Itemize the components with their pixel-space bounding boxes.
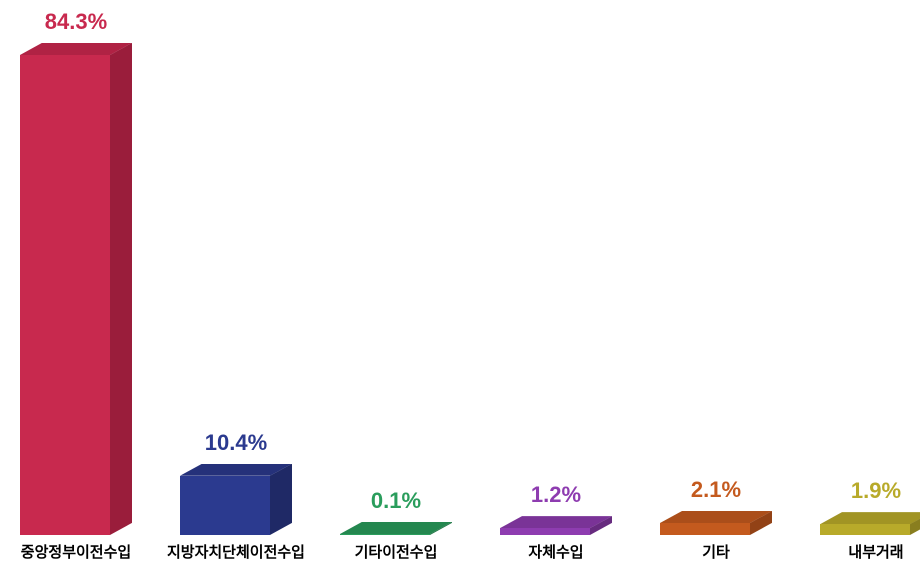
bar-0: [20, 0, 132, 535]
bar-chart-3d: 84.3%중앙정부이전수입10.4%지방자치단체이전수입0.1%기타이전수입1.…: [0, 0, 920, 565]
bar-front: [660, 523, 750, 535]
bar-front: [340, 534, 430, 535]
bar-front: [180, 476, 270, 535]
bar-top: [820, 512, 920, 524]
bar-side: [110, 43, 132, 535]
value-label: 10.4%: [170, 430, 302, 456]
value-label: 0.1%: [330, 488, 462, 514]
value-label: 1.9%: [810, 478, 920, 504]
value-label: 1.2%: [490, 482, 622, 508]
value-label: 2.1%: [650, 477, 782, 503]
category-label: 내부거래: [780, 541, 920, 562]
bar-front: [500, 528, 590, 535]
bar-1: [180, 404, 292, 535]
bar-front: [20, 55, 110, 535]
bar-front: [820, 524, 910, 535]
value-label: 84.3%: [10, 9, 142, 35]
bar-side: [270, 464, 292, 535]
bar-top: [340, 522, 452, 534]
